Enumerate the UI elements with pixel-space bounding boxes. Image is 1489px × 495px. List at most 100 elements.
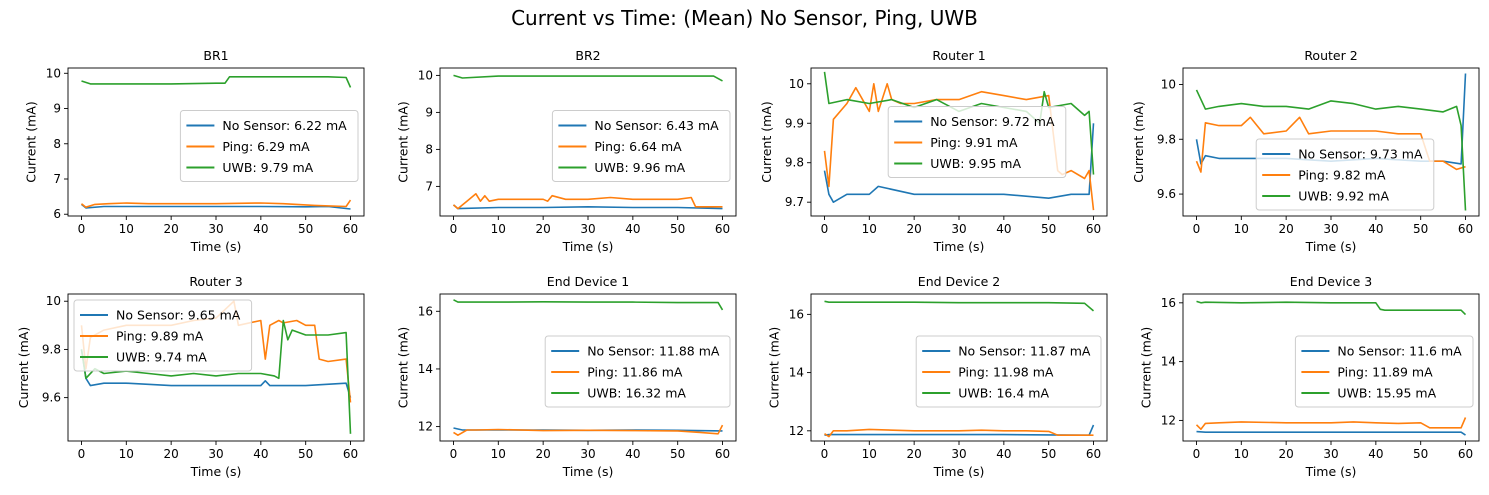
y-tick-label: 16 [1161,296,1176,310]
legend-label: Ping: 9.91 mA [930,135,1018,150]
x-tick-label: 50 [1041,447,1056,461]
x-tick-label: 50 [1413,222,1428,236]
x-tick-label: 30 [1323,222,1338,236]
y-tick-label: 9.8 [42,342,61,356]
series-line-ping [1195,417,1467,431]
y-axis-label: Current (mA) [1131,101,1146,182]
x-axis-label: Time (s) [562,239,614,254]
legend-label: Ping: 11.98 mA [958,365,1054,380]
legend-label: UWB: 16.4 mA [958,386,1049,401]
y-axis-label: Current (mA) [759,101,774,182]
x-tick-label: 60 [1458,447,1473,461]
subplot-4: Router 2 0 10 20 30 40 50 60 9.6 9.8 10 Time (s) Cur… [1131,48,1480,254]
x-tick-label: 40 [625,222,640,236]
subplot-2: BR2 0 10 20 30 40 50 60 7 8 9 10 Time (s) Current (mA… [395,48,737,254]
x-tick-label: 10 [491,447,506,461]
series-line-uwb [824,300,1095,312]
x-tick-label: 30 [580,222,595,236]
y-tick-label: 9 [53,102,61,116]
x-axis-label: Time (s) [190,464,242,479]
x-tick-label: 50 [670,222,685,236]
series-line-uwb [80,319,352,434]
legend: No Sensor: 9.65 mA Ping: 9.89 mA UWB: 9.74… [73,299,253,372]
x-tick-label: 60 [343,222,358,236]
y-tick-label: 16 [789,307,804,321]
x-tick-label: 60 [715,447,730,461]
x-tick-label: 40 [1368,222,1383,236]
x-tick-label: 30 [951,447,966,461]
x-axis-label: Time (s) [1305,239,1357,254]
x-axis-label: Time (s) [933,464,985,479]
x-tick-label: 20 [164,222,179,236]
y-axis-label: Current (mA) [395,101,410,182]
legend-label: No Sensor: 11.87 mA [958,344,1091,359]
subplot-3: Router 1 0 10 20 30 40 50 60 9.7 9.8 9.9 10 Time (s)… [759,48,1108,254]
y-tick-label: 12 [1161,413,1176,427]
x-tick-label: 50 [670,447,685,461]
y-tick-label: 10 [418,68,433,82]
x-tick-label: 50 [298,222,313,236]
x-tick-label: 40 [625,447,640,461]
subplot-1: BR1 0 10 20 30 40 50 60 6 7 8 9 10 Time (s) Current (m… [23,48,365,254]
series-line-ping [453,424,724,437]
legend-label: UWB: 15.95 mA [1337,386,1436,401]
y-tick-label: 12 [789,424,804,438]
subplot-title: BR1 [203,48,228,63]
subplot-title: End Device 3 [1290,274,1372,289]
x-tick-label: 0 [78,222,86,236]
series-line-no-sensor [80,349,352,398]
y-tick-label: 14 [418,362,433,376]
legend-label: Ping: 11.89 mA [1337,365,1433,380]
legend: No Sensor: 11.88 mA Ping: 11.86 mA UWB: 16… [544,335,731,408]
x-tick-label: 40 [253,222,268,236]
x-tick-label: 0 [450,222,458,236]
x-tick-label: 40 [996,222,1011,236]
x-tick-label: 20 [907,222,922,236]
subplot-title: Router 3 [189,274,242,289]
y-tick-label: 9.6 [42,391,61,405]
x-tick-label: 50 [1041,222,1056,236]
subplot-7: End Device 2 0 10 20 30 40 50 60 12 14 16 Time (s) C… [766,274,1108,479]
y-axis-label: Current (mA) [23,101,38,182]
series-line-uwb [453,299,724,311]
x-tick-label: 50 [1413,447,1428,461]
series-line-no-sensor [81,203,351,210]
legend-label: No Sensor: 11.6 mA [1337,344,1462,359]
y-tick-label: 10 [46,66,61,80]
legend: No Sensor: 9.73 mA Ping: 9.82 mA UWB: 9.92… [1255,138,1435,211]
x-tick-label: 10 [862,447,877,461]
legend-label: UWB: 9.96 mA [594,160,685,175]
x-tick-label: 60 [1086,222,1101,236]
series-line-uwb [1196,300,1467,316]
legend: No Sensor: 11.6 mA Ping: 11.89 mA UWB: 15.… [1294,335,1474,408]
y-axis-label: Current (mA) [395,327,410,408]
subplot-5: Router 3 0 10 20 30 40 50 60 9.6 9.8 10 Time (s) Cur… [16,274,365,479]
x-axis-label: Time (s) [933,239,985,254]
subplot-title: End Device 1 [547,274,629,289]
subplot-6: End Device 1 0 10 20 30 40 50 60 12 14 16 Time (s) C… [395,274,737,479]
subplot-title: Router 1 [932,48,985,63]
legend-label: No Sensor: 6.43 mA [594,118,719,133]
x-tick-label: 0 [1193,447,1201,461]
legend-label: Ping: 11.86 mA [587,365,683,380]
x-tick-label: 0 [78,447,86,461]
subplot-title: Router 2 [1304,48,1357,63]
x-tick-label: 30 [208,222,223,236]
figure-title: Current vs Time: (Mean) No Sensor, Ping,… [511,6,978,30]
legend-label: UWB: 9.95 mA [930,156,1021,171]
x-tick-label: 10 [491,222,506,236]
y-tick-label: 7 [53,172,61,186]
legend: No Sensor: 9.72 mA Ping: 9.91 mA UWB: 9.95… [887,106,1067,178]
x-axis-label: Time (s) [562,464,614,479]
x-tick-label: 10 [1234,447,1249,461]
y-tick-label: 8 [425,142,433,156]
legend-label: Ping: 9.82 mA [1298,168,1386,183]
y-tick-label: 9.8 [1157,132,1176,146]
x-tick-label: 30 [951,222,966,236]
x-tick-label: 20 [1279,447,1294,461]
legend-label: Ping: 9.89 mA [116,329,204,344]
x-tick-label: 40 [1368,447,1383,461]
series-line-no-sensor [452,204,723,210]
legend-label: Ping: 6.64 mA [594,139,682,154]
